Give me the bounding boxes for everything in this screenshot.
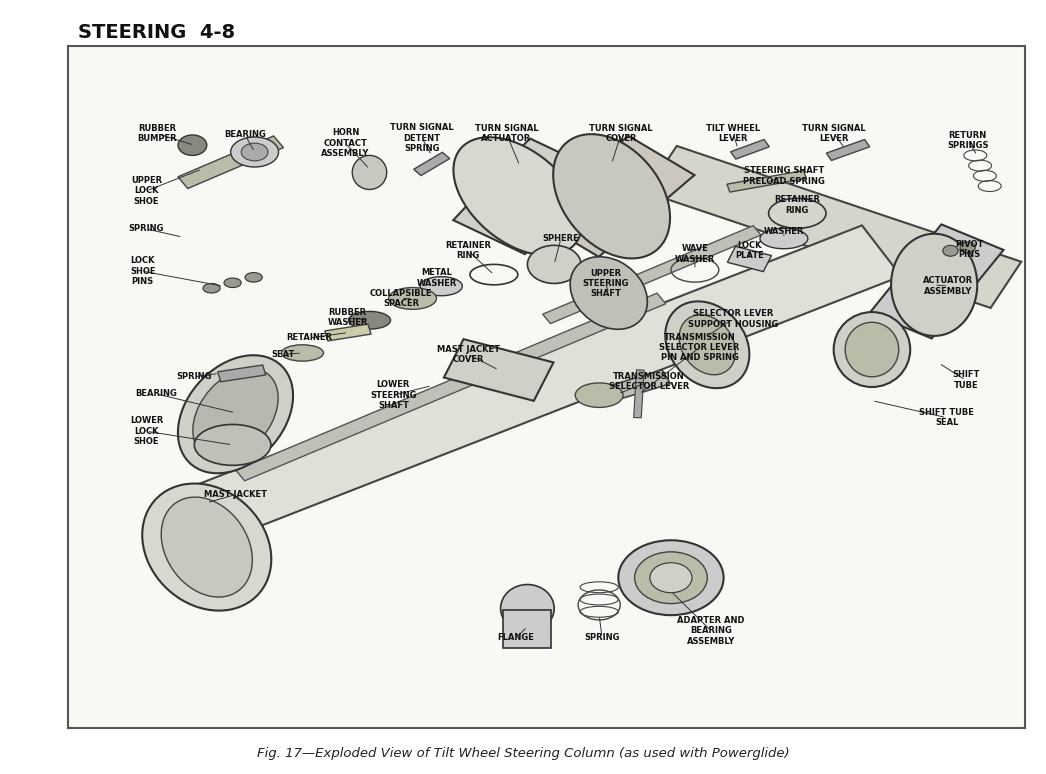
Text: TURN SIGNAL
LEVER: TURN SIGNAL LEVER (802, 124, 865, 143)
Text: Fig. 17—Exploded View of Tilt Wheel Steering Column (as used with Powerglide): Fig. 17—Exploded View of Tilt Wheel Stee… (256, 747, 790, 760)
Text: TURN SIGNAL
COVER: TURN SIGNAL COVER (589, 124, 653, 143)
Bar (727, 246, 772, 272)
Polygon shape (543, 226, 761, 324)
Text: LOWER
LOCK
SHOE: LOWER LOCK SHOE (130, 416, 163, 446)
Polygon shape (634, 370, 644, 418)
Text: TURN SIGNAL
ACTUATOR: TURN SIGNAL ACTUATOR (475, 124, 538, 143)
Text: SPHERE: SPHERE (543, 234, 579, 243)
Ellipse shape (231, 137, 278, 167)
Text: WASHER: WASHER (764, 228, 804, 236)
Polygon shape (163, 225, 901, 549)
Ellipse shape (389, 288, 436, 310)
Ellipse shape (834, 312, 910, 387)
Ellipse shape (178, 135, 207, 156)
Polygon shape (869, 224, 1003, 338)
Polygon shape (595, 370, 670, 404)
Text: HORN
CONTACT
ASSEMBLY: HORN CONTACT ASSEMBLY (321, 128, 369, 158)
Ellipse shape (142, 484, 271, 611)
Ellipse shape (353, 156, 387, 190)
Text: RETURN
SPRINGS: RETURN SPRINGS (947, 131, 988, 150)
Text: WAVE
WASHER: WAVE WASHER (675, 245, 715, 264)
Ellipse shape (178, 355, 293, 473)
Ellipse shape (348, 311, 390, 329)
Ellipse shape (760, 228, 808, 248)
Ellipse shape (245, 272, 263, 282)
Bar (503, 610, 551, 648)
Ellipse shape (195, 424, 271, 465)
Text: SPRING: SPRING (129, 224, 164, 234)
Text: STEERING  4-8: STEERING 4-8 (78, 23, 235, 43)
Ellipse shape (501, 584, 554, 632)
Ellipse shape (570, 257, 647, 329)
Polygon shape (532, 135, 695, 257)
Ellipse shape (665, 301, 749, 389)
Ellipse shape (845, 322, 899, 377)
Text: METAL
WASHER: METAL WASHER (416, 269, 457, 288)
Text: MAST JACKET: MAST JACKET (204, 490, 267, 499)
Text: SPRING: SPRING (177, 372, 212, 382)
Text: SHIFT TUBE
SEAL: SHIFT TUBE SEAL (919, 408, 974, 427)
Text: BEARING: BEARING (135, 389, 177, 399)
Text: SELECTOR LEVER
SUPPORT HOUSING: SELECTOR LEVER SUPPORT HOUSING (688, 309, 778, 329)
Ellipse shape (203, 283, 220, 293)
Ellipse shape (575, 383, 623, 407)
Ellipse shape (960, 242, 975, 253)
Text: FLANGE: FLANGE (498, 633, 535, 642)
Ellipse shape (192, 368, 278, 460)
Text: RUBBER
BUMPER: RUBBER BUMPER (137, 124, 177, 143)
Polygon shape (730, 139, 769, 159)
Ellipse shape (281, 344, 323, 361)
Polygon shape (646, 146, 1021, 308)
Polygon shape (826, 139, 869, 160)
Ellipse shape (527, 245, 581, 283)
Text: LOWER
STEERING
SHAFT: LOWER STEERING SHAFT (370, 380, 416, 410)
Ellipse shape (453, 137, 583, 255)
Text: PIVOT
PINS: PIVOT PINS (955, 240, 983, 259)
Ellipse shape (942, 245, 958, 256)
Text: SEAT: SEAT (272, 350, 295, 359)
Polygon shape (236, 293, 665, 481)
Polygon shape (453, 139, 601, 254)
Text: SPRING: SPRING (585, 633, 620, 642)
Polygon shape (413, 152, 450, 176)
Ellipse shape (635, 552, 707, 604)
Text: RETAINER
RING: RETAINER RING (774, 196, 820, 215)
Text: TRANSMISSION
SELECTOR LEVER
PIN AND SPRING: TRANSMISSION SELECTOR LEVER PIN AND SPRI… (659, 333, 740, 362)
Text: ADAPTER AND
BEARING
ASSEMBLY: ADAPTER AND BEARING ASSEMBLY (678, 616, 745, 646)
Text: STEERING SHAFT
PRELOAD SPRING: STEERING SHAFT PRELOAD SPRING (743, 166, 825, 186)
Polygon shape (178, 136, 283, 189)
Polygon shape (727, 170, 806, 192)
Text: RUBBER
WASHER: RUBBER WASHER (327, 308, 367, 327)
Bar (444, 339, 553, 401)
Ellipse shape (891, 234, 977, 336)
Text: SHIFT
TUBE: SHIFT TUBE (952, 371, 979, 390)
Text: COLLAPSIBLE
SPACER: COLLAPSIBLE SPACER (370, 289, 432, 308)
Text: BEARING: BEARING (224, 131, 266, 139)
Ellipse shape (553, 134, 670, 259)
Text: TRANSMISSION
SELECTOR LEVER: TRANSMISSION SELECTOR LEVER (609, 372, 689, 391)
Ellipse shape (242, 143, 268, 161)
Polygon shape (218, 365, 266, 382)
Text: TILT WHEEL
LEVER: TILT WHEEL LEVER (706, 124, 760, 143)
Ellipse shape (420, 276, 462, 296)
Text: RETAINER: RETAINER (287, 334, 333, 342)
Text: UPPER
LOCK
SHOE: UPPER LOCK SHOE (131, 176, 162, 206)
Ellipse shape (618, 540, 724, 615)
Text: MAST JACKET
COVER: MAST JACKET COVER (436, 344, 500, 364)
Text: ACTUATOR
ASSEMBLY: ACTUATOR ASSEMBLY (924, 276, 974, 296)
Text: RETAINER
RING: RETAINER RING (445, 241, 491, 261)
Text: UPPER
STEERING
SHAFT: UPPER STEERING SHAFT (583, 269, 629, 298)
Ellipse shape (224, 278, 242, 288)
Text: LOCK
SHOE
PINS: LOCK SHOE PINS (130, 256, 156, 286)
Ellipse shape (161, 497, 252, 597)
Ellipse shape (650, 563, 692, 593)
Ellipse shape (679, 315, 735, 375)
Text: LOCK
PLATE: LOCK PLATE (735, 241, 764, 261)
Polygon shape (325, 324, 371, 341)
Text: TURN SIGNAL
DETENT
SPRING: TURN SIGNAL DETENT SPRING (390, 124, 454, 153)
